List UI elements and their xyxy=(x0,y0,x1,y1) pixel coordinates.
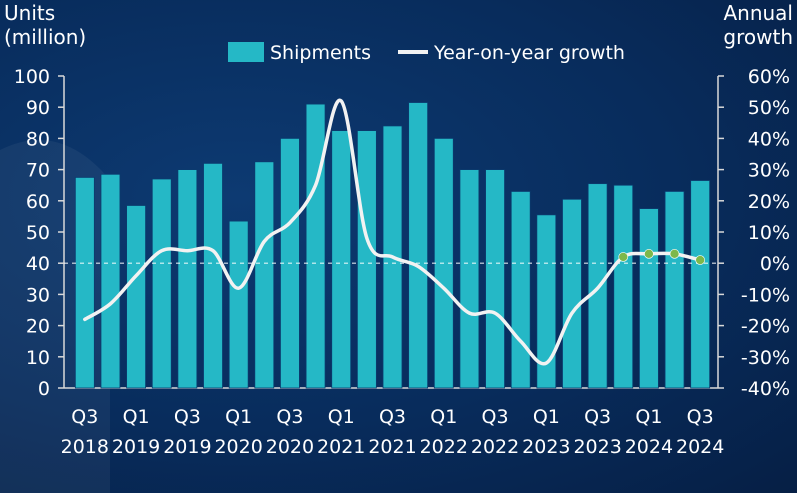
x-tick-quarter: Q3 xyxy=(584,406,611,428)
shipment-bar xyxy=(690,180,711,389)
bars xyxy=(74,102,711,389)
x-tick-year: 2021 xyxy=(317,436,365,458)
left-tick-label: 10 xyxy=(26,347,50,369)
left-axis-title-line1: Units xyxy=(4,1,55,25)
x-tick-quarter: Q3 xyxy=(71,406,98,428)
right-tick-label: 10% xyxy=(748,222,790,244)
shipment-bar xyxy=(562,198,582,389)
left-tick-label: 90 xyxy=(26,97,50,119)
shipment-bar xyxy=(74,176,95,389)
x-tick-quarter: Q3 xyxy=(276,406,303,428)
x-tick-year: 2022 xyxy=(420,436,468,458)
x-tick-quarter: Q3 xyxy=(174,406,201,428)
right-tick-label: 30% xyxy=(748,160,790,182)
left-tick-label: 30 xyxy=(26,284,50,306)
x-tick-year: 2024 xyxy=(625,436,673,458)
x-tick-year: 2024 xyxy=(676,436,724,458)
right-tick-label: -30% xyxy=(741,347,790,369)
left-tick-label: 100 xyxy=(14,66,50,88)
left-tick-label: 70 xyxy=(26,160,50,182)
shipment-bar xyxy=(613,184,634,389)
x-tick-quarter: Q1 xyxy=(635,406,662,428)
x-tick-year: 2023 xyxy=(573,436,621,458)
shipment-bar xyxy=(510,191,531,389)
x-tick-year: 2018 xyxy=(61,436,109,458)
left-tick-label: 50 xyxy=(26,222,50,244)
x-tick-quarter: Q1 xyxy=(533,406,560,428)
right-tick-label: -20% xyxy=(741,316,790,338)
right-tick-label: 40% xyxy=(748,128,790,150)
x-tick-quarter: Q3 xyxy=(687,406,714,428)
left-tick-label: 0 xyxy=(38,378,50,400)
left-axis-title: Units (million) xyxy=(4,1,86,49)
shipment-bar xyxy=(536,214,557,389)
shipment-bar xyxy=(151,178,172,389)
shipment-bar xyxy=(126,205,146,389)
x-tick-year: 2021 xyxy=(368,436,416,458)
shipment-bar xyxy=(100,173,121,389)
x-tick-quarter: Q1 xyxy=(430,406,457,428)
x-tick-year: 2020 xyxy=(214,436,262,458)
shipment-bar xyxy=(356,130,377,389)
right-tick-label: -10% xyxy=(741,284,790,306)
shipment-bar xyxy=(459,169,480,389)
right-axis-title: Annual growth xyxy=(723,1,793,49)
shipment-bar xyxy=(639,208,659,389)
x-axis-labels: Q3 2018 Q1 2019 Q3 2019 Q1 2020 Q3 2020 Q1 2021 Q3 20… xyxy=(61,406,725,458)
x-tick-year: 2023 xyxy=(522,436,570,458)
left-tick-label: 20 xyxy=(26,316,50,338)
left-tick-label: 40 xyxy=(26,253,50,275)
shipment-bar xyxy=(228,220,249,389)
shipment-bar xyxy=(254,161,275,389)
x-tick-quarter: Q3 xyxy=(482,406,509,428)
x-tick-quarter: Q1 xyxy=(225,406,252,428)
x-tick-year: 2020 xyxy=(266,436,314,458)
shipment-bar xyxy=(664,191,685,389)
shipment-bar xyxy=(331,130,352,389)
x-tick-quarter: Q3 xyxy=(379,406,406,428)
growth-point-marker xyxy=(644,249,654,259)
legend-bar-label: Shipments xyxy=(270,42,371,64)
right-axis-ticks: 60% 50% 40% 30% 20% 10% 0% -10% -20% -30% -40% xyxy=(741,66,790,400)
shipment-bar xyxy=(305,103,326,389)
right-tick-label: 0% xyxy=(760,253,790,275)
x-tick-quarter: Q1 xyxy=(123,406,150,428)
shipment-bar xyxy=(177,169,198,389)
shipment-bar xyxy=(485,169,505,389)
left-axis-title-line2: (million) xyxy=(4,25,86,49)
right-tick-label: 50% xyxy=(748,97,790,119)
shipment-bar xyxy=(408,102,429,389)
growth-point-marker xyxy=(618,252,629,262)
growth-point-marker xyxy=(695,255,705,265)
growth-point-marker xyxy=(669,249,680,259)
x-tick-year: 2022 xyxy=(471,436,519,458)
growth-line-path xyxy=(83,98,702,366)
right-tick-label: 60% xyxy=(748,66,790,88)
legend-bar-swatch xyxy=(228,42,264,62)
right-tick-label: -40% xyxy=(741,378,790,400)
right-axis-title-line1: Annual xyxy=(723,1,793,25)
legend: Shipments Year-on-year growth xyxy=(228,42,625,64)
highlight-markers xyxy=(618,249,705,265)
left-tick-label: 60 xyxy=(26,191,50,213)
growth-line xyxy=(83,98,702,366)
x-tick-year: 2019 xyxy=(163,436,211,458)
legend-line-label: Year-on-year growth xyxy=(433,42,625,64)
right-tick-label: 20% xyxy=(748,191,790,213)
right-axis-title-line2: growth xyxy=(723,25,793,49)
left-tick-label: 80 xyxy=(26,128,50,150)
x-tick-year: 2019 xyxy=(112,436,160,458)
x-tick-quarter: Q1 xyxy=(328,406,355,428)
shipment-bar xyxy=(203,162,223,389)
